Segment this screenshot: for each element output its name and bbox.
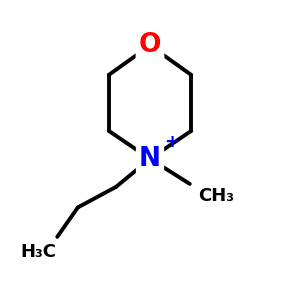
Text: O: O [139,32,161,58]
Text: N: N [139,146,161,172]
Text: H₃C: H₃C [20,243,56,261]
Text: CH₃: CH₃ [199,187,235,205]
Text: +: + [164,133,179,151]
